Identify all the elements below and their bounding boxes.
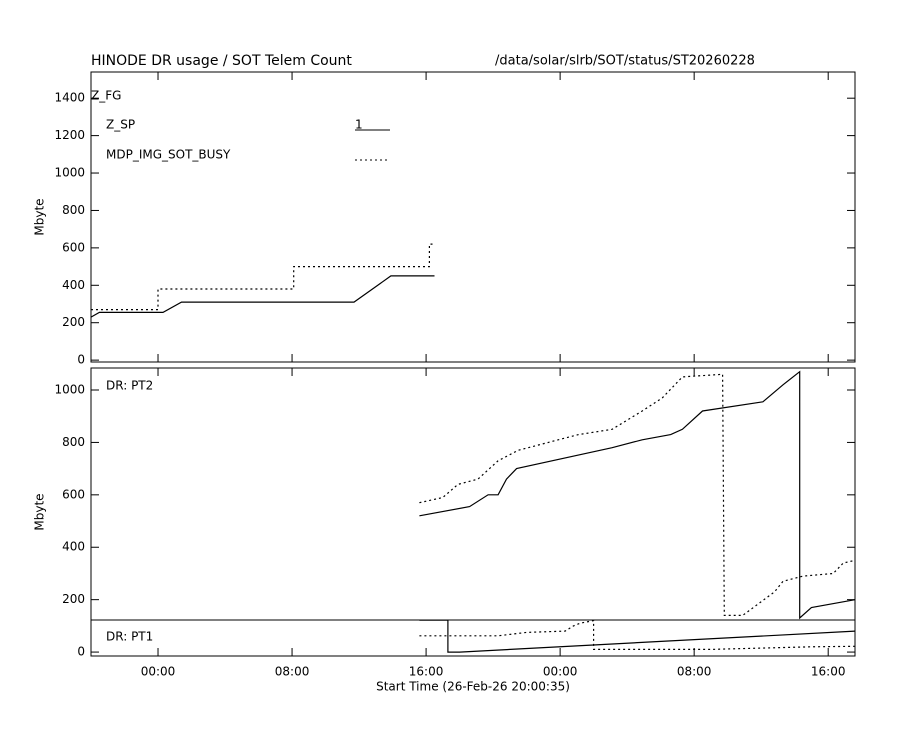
data-line bbox=[419, 370, 856, 620]
y-tick-label: 0 bbox=[77, 645, 85, 659]
data-line bbox=[90, 275, 435, 318]
y-tick-label: 800 bbox=[62, 203, 85, 217]
y-tick-label: 400 bbox=[62, 540, 85, 554]
y-tick-label: 400 bbox=[62, 278, 85, 292]
x-tick-label: 16:00 bbox=[409, 665, 444, 679]
plot-frame bbox=[90, 71, 856, 363]
data-line bbox=[419, 619, 856, 653]
y-axis-label: Mbyte bbox=[33, 198, 47, 235]
data-line bbox=[419, 619, 856, 650]
plot-frame bbox=[90, 367, 856, 657]
y-tick-label: 0 bbox=[77, 353, 85, 367]
y-tick-label: 600 bbox=[62, 487, 85, 501]
y-tick-label: 1000 bbox=[54, 383, 85, 397]
x-axis-label: Start Time (26-Feb-26 20:00:35) bbox=[376, 680, 570, 694]
x-tick-label: 16:00 bbox=[811, 665, 846, 679]
legend-label: MDP_IMG_SOT_BUSY bbox=[106, 148, 231, 162]
y-tick-label: 1000 bbox=[54, 166, 85, 180]
y-tick-label: 1400 bbox=[54, 91, 85, 105]
x-tick-label: 00:00 bbox=[141, 665, 176, 679]
chart-title: HINODE DR usage / SOT Telem Count bbox=[91, 53, 352, 69]
y-tick-label: 1200 bbox=[54, 128, 85, 142]
annotation: 1 bbox=[355, 118, 363, 132]
legend-label: Z_SP bbox=[106, 118, 135, 132]
y-tick-label: 200 bbox=[62, 315, 85, 329]
y-tick-label: 200 bbox=[62, 592, 85, 606]
x-tick-label: 08:00 bbox=[275, 665, 310, 679]
y-tick-label: 800 bbox=[62, 435, 85, 449]
chart-subtitle: /data/solar/slrb/SOT/status/ST20260228 bbox=[495, 54, 755, 69]
x-tick-label: 08:00 bbox=[677, 665, 712, 679]
data-line bbox=[419, 373, 856, 616]
x-tick-label: 00:00 bbox=[543, 665, 578, 679]
y-tick-label: 600 bbox=[62, 240, 85, 254]
data-line bbox=[91, 243, 435, 311]
annotation: DR: PT1 bbox=[106, 630, 153, 644]
annotation: DR: PT2 bbox=[106, 379, 153, 393]
y-axis-label: Mbyte bbox=[33, 493, 47, 530]
annotation: Z_FG bbox=[91, 89, 121, 103]
